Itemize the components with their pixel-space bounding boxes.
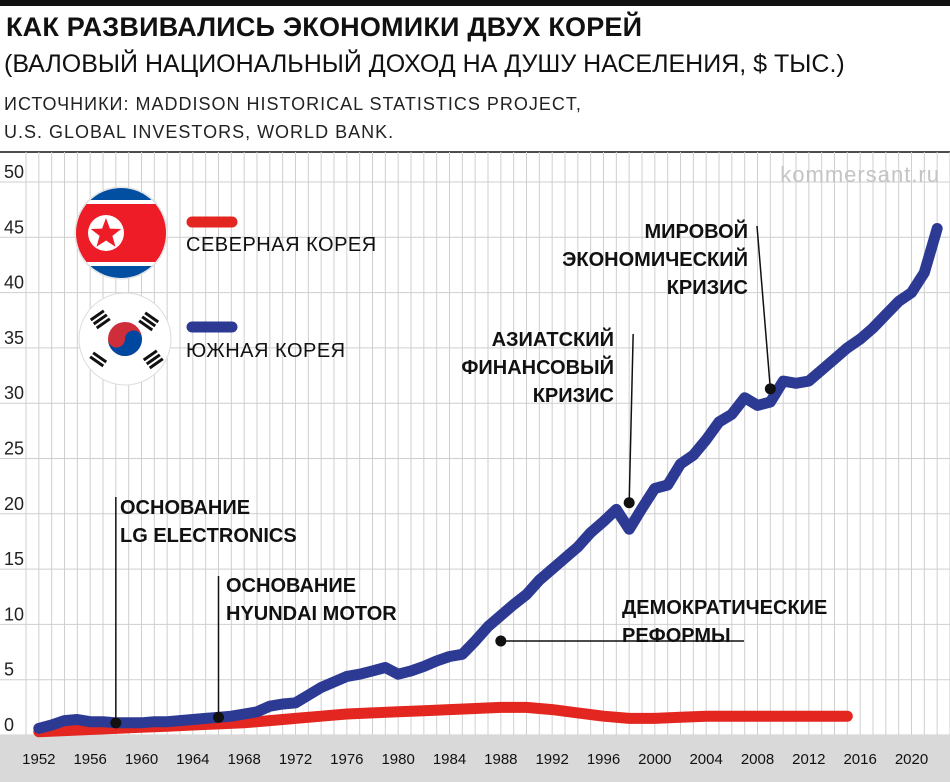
annotation-asian-line-1: АЗИАТСКИЙ [491,329,614,351]
chart-subtitle: (ВАЛОВЫЙ НАЦИОНАЛЬНЫЙ ДОХОД НА ДУШУ НАСЕ… [4,50,845,78]
leader-asian-crisis [628,333,634,503]
source-line-1: ИСТОЧНИКИ: MADDISON HISTORICAL STATISTIC… [4,94,582,114]
annotation-asian-line-3: КРИЗИС [532,385,614,407]
y-tick-label: 50 [4,162,24,182]
x-tick-label: 1996 [587,751,620,768]
x-tick-label: 1968 [227,751,260,768]
annotation-lg-line-2: LG ELECTRONICS [120,525,297,547]
north-korea-flag-icon [74,186,168,280]
x-tick-label: 2000 [638,751,671,768]
leader-world-crisis [756,225,772,389]
legend-label-south-korea: ЮЖНАЯ КОРЕЯ [186,340,346,362]
event-marker [110,717,122,729]
y-tick-label: 10 [4,604,24,624]
top-rule [0,0,950,6]
x-axis-band [0,735,950,782]
x-tick-label: 1956 [73,751,106,768]
x-tick-label: 1952 [22,751,55,768]
annotation-hyundai-line-1: ОСНОВАНИЕ [226,575,357,597]
y-tick-label: 20 [4,494,24,514]
y-tick-label: 0 [4,715,14,735]
x-tick-label: 1984 [433,751,466,768]
annotation-hyundai-line-2: HYUNDAI MOTOR [226,603,397,625]
y-tick-label: 45 [4,217,24,237]
annotation-hyundai-motor: ОСНОВАНИЕ HYUNDAI MOTOR [226,572,397,628]
x-tick-label: 1964 [176,751,209,768]
x-tick-label: 1972 [279,751,312,768]
y-axis-labels: 0 5 10 15 20 25 30 35 40 45 50 [4,162,24,735]
annotation-lg-electronics: ОСНОВАНИЕ LG ELECTRONICS [120,494,297,550]
annotation-world-line-3: КРИЗИС [666,277,748,299]
annotation-lg-line-1: ОСНОВАНИЕ [120,497,251,519]
source-note: ИСТОЧНИКИ: MADDISON HISTORICAL STATISTIC… [4,90,582,146]
y-tick-label: 25 [4,439,24,459]
x-tick-label: 2004 [689,751,722,768]
annotation-world-line-1: МИРОВОЙ [644,221,748,243]
annotation-democracy-line-2: РЕФОРМЫ [622,625,731,647]
watermark: kommersant.ru [780,162,940,187]
annotation-democracy-line-1: ДЕМОКРАТИЧЕСКИЕ [622,597,828,619]
x-tick-label: 1988 [484,751,517,768]
annotation-asian-financial-crisis: АЗИАТСКИЙ ФИНАНСОВЫЙ КРИЗИС [461,326,614,410]
legend [74,186,238,386]
y-tick-label: 40 [4,273,24,293]
event-marker [623,497,635,509]
x-axis-labels: 1952 1956 1960 1964 1968 1972 1976 1980 1984 1988… [22,751,928,768]
x-tick-label: 1992 [535,751,568,768]
series-line-south-korea [33,223,943,734]
y-tick-label: 5 [4,660,14,680]
annotation-leaders [115,225,772,723]
x-tick-label: 1976 [330,751,363,768]
chart-title: КАК РАЗВИВАЛИСЬ ЭКОНОМИКИ ДВУХ КОРЕЙ [6,12,643,42]
south-korea-flag-icon [78,292,172,386]
event-marker [764,383,776,395]
annotation-democratic-reforms: ДЕМОКРАТИЧЕСКИЕ РЕФОРМЫ [622,594,827,650]
event-marker [213,711,224,723]
annotation-asian-line-2: ФИНАНСОВЫЙ [461,357,614,379]
x-tick-label: 2012 [792,751,825,768]
event-markers [110,383,776,729]
x-tick-label: 2008 [741,751,774,768]
annotation-world-economic-crisis: МИРОВОЙ ЭКОНОМИЧЕСКИЙ КРИЗИС [562,218,748,302]
x-tick-label: 2016 [843,751,876,768]
x-tick-label: 2020 [895,751,928,768]
legend-label-north-korea: СЕВЕРНАЯ КОРЕЯ [186,234,377,256]
x-tick-label: 1980 [381,751,414,768]
y-tick-label: 30 [4,383,24,403]
event-marker [495,635,507,647]
y-tick-label: 15 [4,549,24,569]
series-lines [33,223,943,738]
x-tick-label: 1960 [125,751,158,768]
source-line-2: U.S. GLOBAL INVESTORS, WORLD BANK. [4,122,395,142]
annotation-world-line-2: ЭКОНОМИЧЕСКИЙ [562,249,748,271]
y-tick-label: 35 [4,328,24,348]
